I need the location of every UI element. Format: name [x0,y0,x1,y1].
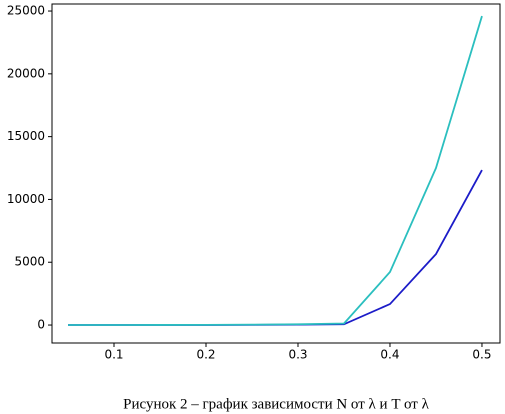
plot-frame [51,3,501,344]
y-tick-label: 10000 [7,192,45,206]
x-tick-label: 0.4 [380,348,399,362]
caption: Рисунок 2 – график зависимости N от λ и … [123,396,429,412]
y-tick-label: 15000 [7,129,45,143]
x-tick-label: 0.5 [472,348,491,362]
x-tick-label: 0.1 [104,348,123,362]
series-line [68,169,483,326]
series-line [68,15,483,326]
x-tick-label: 0.2 [196,348,215,362]
y-tick-label: 20000 [7,66,45,80]
y-tick-label: 0 [37,318,45,332]
y-tick-label: 5000 [14,255,45,269]
x-tick-label: 0.3 [288,348,307,362]
y-tick-label: 25000 [7,4,45,18]
